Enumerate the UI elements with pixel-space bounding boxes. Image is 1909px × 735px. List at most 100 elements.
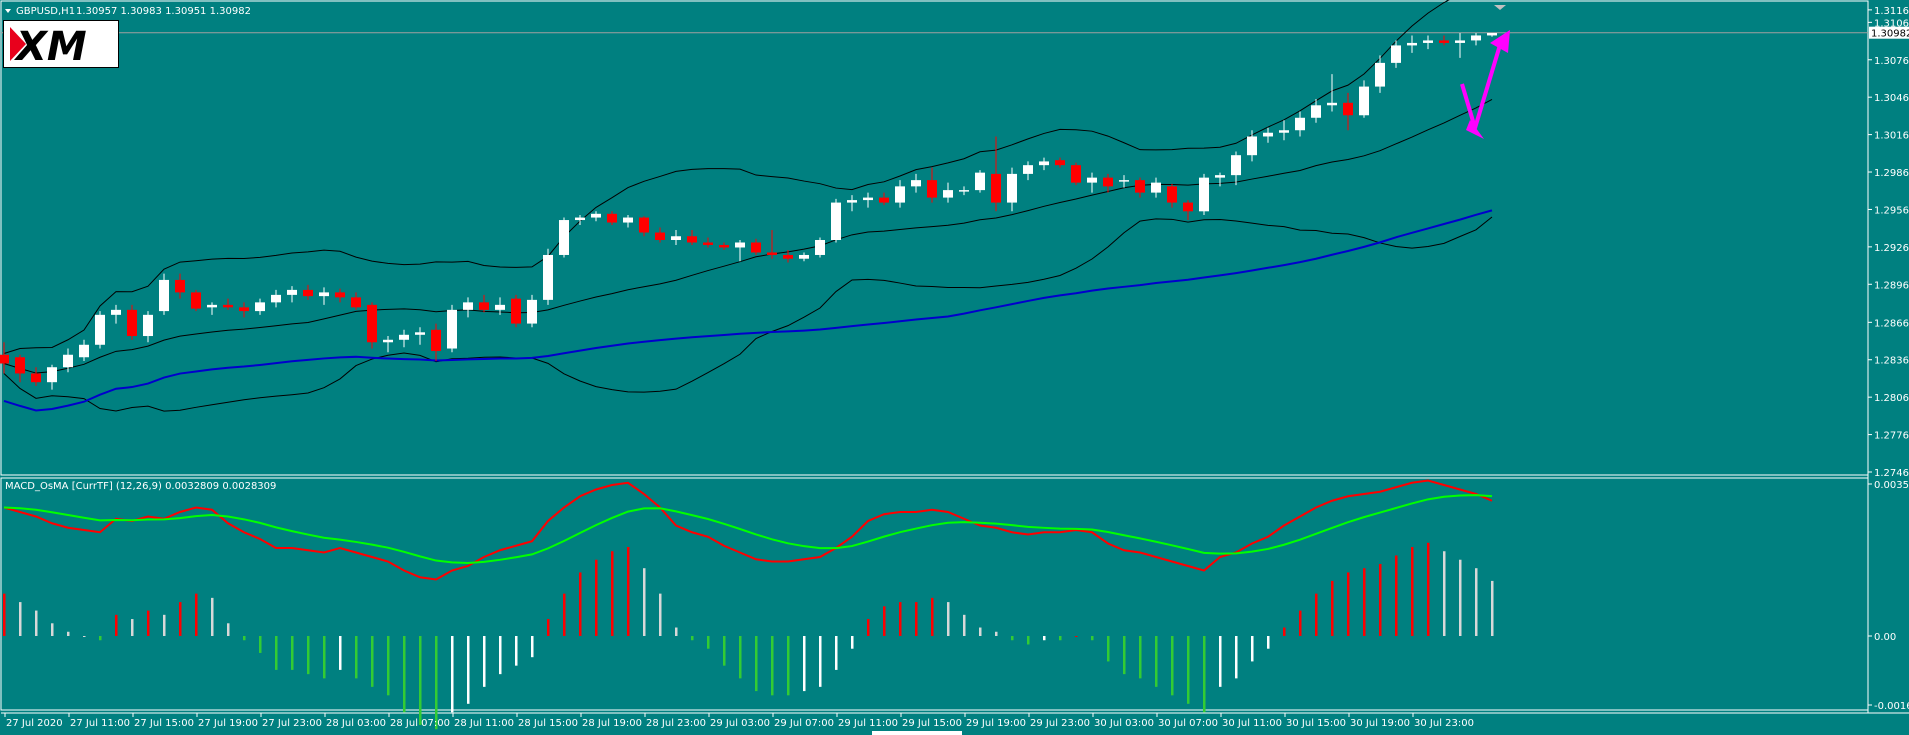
candle-body: [287, 289, 297, 295]
chart-shift-marker-icon[interactable]: [1494, 5, 1506, 10]
candle-body: [111, 309, 121, 315]
candle-body: [1183, 202, 1193, 212]
histogram-bar: [115, 614, 118, 636]
candle-body: [0, 354, 9, 364]
histogram-bar: [835, 636, 838, 670]
candle-body: [1407, 42, 1417, 46]
histogram-bar: [99, 636, 102, 641]
histogram-bar: [611, 551, 614, 636]
time-tick-label: 30 Jul 03:00: [1094, 718, 1154, 729]
histogram-bar: [195, 593, 198, 636]
symbol-dropdown-icon[interactable]: [5, 9, 11, 13]
candle-body: [1359, 86, 1369, 116]
histogram-bar: [499, 636, 502, 675]
histogram-bar: [915, 602, 918, 636]
histogram-bar: [1059, 636, 1062, 641]
macd-histogram: [3, 542, 1494, 730]
candle-body: [751, 242, 761, 253]
candle-body: [79, 344, 89, 358]
candle-body: [1343, 102, 1353, 116]
time-tick-label: 27 Jul 15:00: [134, 718, 194, 729]
candle-body: [511, 298, 521, 324]
candle-body: [495, 304, 505, 310]
candle-body: [799, 254, 809, 259]
histogram-bar: [563, 593, 566, 636]
candle-body: [431, 329, 441, 352]
histogram-bar: [931, 597, 934, 636]
histogram-bar: [1155, 636, 1158, 687]
histogram-bar: [1491, 580, 1494, 636]
histogram-bar: [1379, 563, 1382, 636]
candle-body: [303, 289, 313, 297]
candle-body: [31, 373, 41, 383]
candle-body: [367, 304, 377, 343]
candle-body: [687, 236, 697, 243]
candle-body: [1023, 165, 1033, 174]
candle-body: [911, 180, 921, 187]
histogram-bar: [1443, 551, 1446, 636]
candle-body: [735, 242, 745, 248]
price-tick-label: 1.28360: [1874, 356, 1909, 367]
candle-body: [223, 304, 233, 308]
candle-body: [623, 217, 633, 223]
histogram-bar: [1283, 627, 1286, 636]
histogram-bar: [803, 636, 806, 692]
histogram-bar: [35, 610, 38, 636]
time-tick-label: 29 Jul 19:00: [966, 718, 1026, 729]
candle-body: [1391, 45, 1401, 63]
candle-body: [655, 232, 665, 240]
candle-body: [207, 304, 217, 308]
histogram-bar: [339, 636, 342, 670]
candle-body: [383, 339, 393, 343]
histogram-bar: [627, 547, 630, 636]
histogram-bar: [515, 636, 518, 666]
time-tick-label: 30 Jul 23:00: [1414, 718, 1474, 729]
histogram-bar: [1347, 572, 1350, 636]
histogram-bar: [547, 619, 550, 636]
signal-line: [3, 494, 1493, 564]
histogram-bar: [995, 631, 998, 636]
time-axis: 27 Jul 2020 27 Jul 11:00 27 Jul 15:00 27 Ju…: [4, 713, 1474, 729]
price-tick-label: 1.29565: [1874, 205, 1909, 216]
symbol-label[interactable]: GBPUSD,H1: [16, 6, 75, 17]
candle-body: [1039, 161, 1049, 166]
histogram-bar: [1427, 542, 1430, 636]
main-panel-border: [0, 0, 1869, 476]
histogram-bar: [739, 636, 742, 679]
histogram-bar: [211, 597, 214, 636]
histogram-bar: [1203, 636, 1206, 713]
histogram-bar: [675, 627, 678, 636]
time-tick-label: 30 Jul 11:00: [1222, 718, 1282, 729]
histogram-bar: [707, 636, 710, 649]
moving-average: [3, 209, 1493, 412]
candle-body: [1247, 136, 1257, 156]
histogram-bar: [435, 636, 438, 730]
histogram-bar: [1299, 610, 1302, 636]
histogram-bar: [643, 568, 646, 636]
upper-band-line: [3, 0, 1450, 354]
candle-body: [47, 367, 57, 383]
price-tick-label: 1.31165: [1874, 6, 1909, 17]
candlesticks: [0, 32, 1497, 390]
candle-body: [1103, 177, 1113, 187]
histogram-bar: [883, 606, 886, 636]
candle-body: [1439, 40, 1449, 43]
histogram-bar: [19, 602, 22, 636]
histogram-bar: [451, 636, 454, 713]
histogram-bar: [1107, 636, 1110, 662]
histogram-bar: [307, 636, 310, 675]
time-tick-label: 28 Jul 19:00: [582, 718, 642, 729]
time-tick-label: 28 Jul 15:00: [518, 718, 578, 729]
price-tick-label: 1.29265: [1874, 243, 1909, 254]
histogram-bar: [355, 636, 358, 679]
histogram-bar: [1459, 559, 1462, 636]
current-price-tag: [1869, 26, 1909, 39]
histogram-bar: [1075, 636, 1078, 637]
indicator-tick-label: 0.00: [1874, 632, 1896, 643]
candle-body: [1423, 40, 1433, 43]
histogram-bar: [147, 610, 150, 636]
candle-body: [575, 217, 585, 221]
horizontal-scrollbar[interactable]: [872, 731, 962, 735]
